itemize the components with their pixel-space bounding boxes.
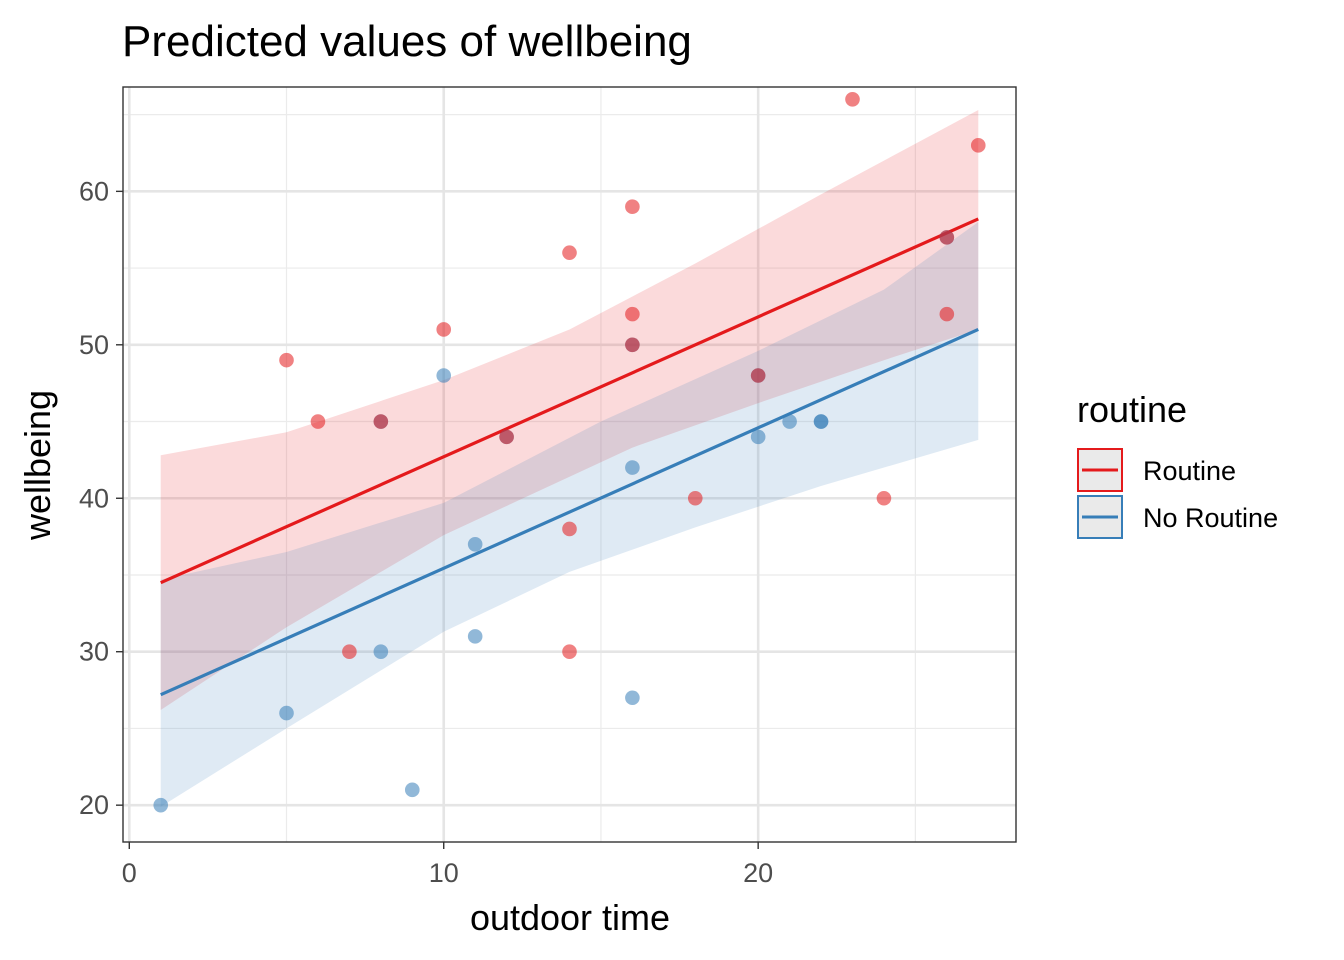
x-tick-label: 10 [429, 858, 459, 888]
confidence-band [160, 110, 979, 710]
data-point [279, 352, 294, 368]
data-point [625, 306, 640, 322]
data-point [562, 644, 577, 660]
data-points [153, 91, 986, 813]
y-tick-label: 40 [79, 483, 109, 513]
data-point [625, 199, 640, 214]
legend-label: Routine [1143, 456, 1236, 486]
fit-line [160, 327, 979, 697]
fit-lines [160, 217, 979, 697]
data-point [310, 414, 326, 429]
legend-title: routine [1077, 389, 1187, 430]
data-point [153, 797, 169, 813]
data-point [782, 414, 797, 429]
y-axis-title: wellbeing [17, 390, 58, 541]
plot-border [122, 86, 1017, 843]
confidence-bands [160, 110, 979, 807]
data-point [436, 368, 452, 383]
data-point [342, 644, 357, 660]
data-point [467, 629, 483, 644]
data-point [939, 230, 955, 245]
x-tick-label: 20 [743, 858, 773, 888]
confidence-band [160, 222, 979, 807]
data-point [876, 490, 892, 506]
fit-line [160, 217, 979, 585]
y-tick-label: 20 [79, 790, 109, 820]
data-point [499, 429, 514, 445]
data-point [279, 705, 294, 721]
data-point [845, 91, 860, 107]
y-tick-label: 50 [79, 330, 109, 360]
y-tick-label: 60 [79, 176, 109, 206]
data-point [467, 536, 483, 552]
data-point [373, 414, 389, 429]
legend: routine Routine No Routine [1077, 389, 1278, 539]
y-tick-label: 30 [79, 637, 109, 667]
data-point [562, 521, 577, 537]
data-point [373, 644, 389, 660]
data-point [625, 690, 640, 706]
data-point [625, 337, 640, 353]
x-axis: 0 10 20 [122, 842, 773, 888]
grid-major [123, 87, 1016, 842]
chart-title: Predicted values of wellbeing [122, 17, 692, 66]
data-point [625, 460, 640, 475]
data-point [562, 245, 577, 261]
data-point [939, 306, 955, 322]
legend-label: No Routine [1143, 503, 1278, 533]
x-axis-title: outdoor time [470, 897, 670, 938]
x-tick-label: 0 [122, 858, 137, 888]
plot-background [123, 87, 1016, 842]
data-point [813, 414, 829, 429]
data-point [687, 490, 703, 506]
data-point [750, 368, 766, 383]
data-point [404, 782, 420, 798]
data-point [750, 429, 766, 445]
y-axis: 20 30 40 50 60 [79, 176, 123, 820]
data-point [970, 138, 986, 153]
data-point [436, 322, 452, 337]
